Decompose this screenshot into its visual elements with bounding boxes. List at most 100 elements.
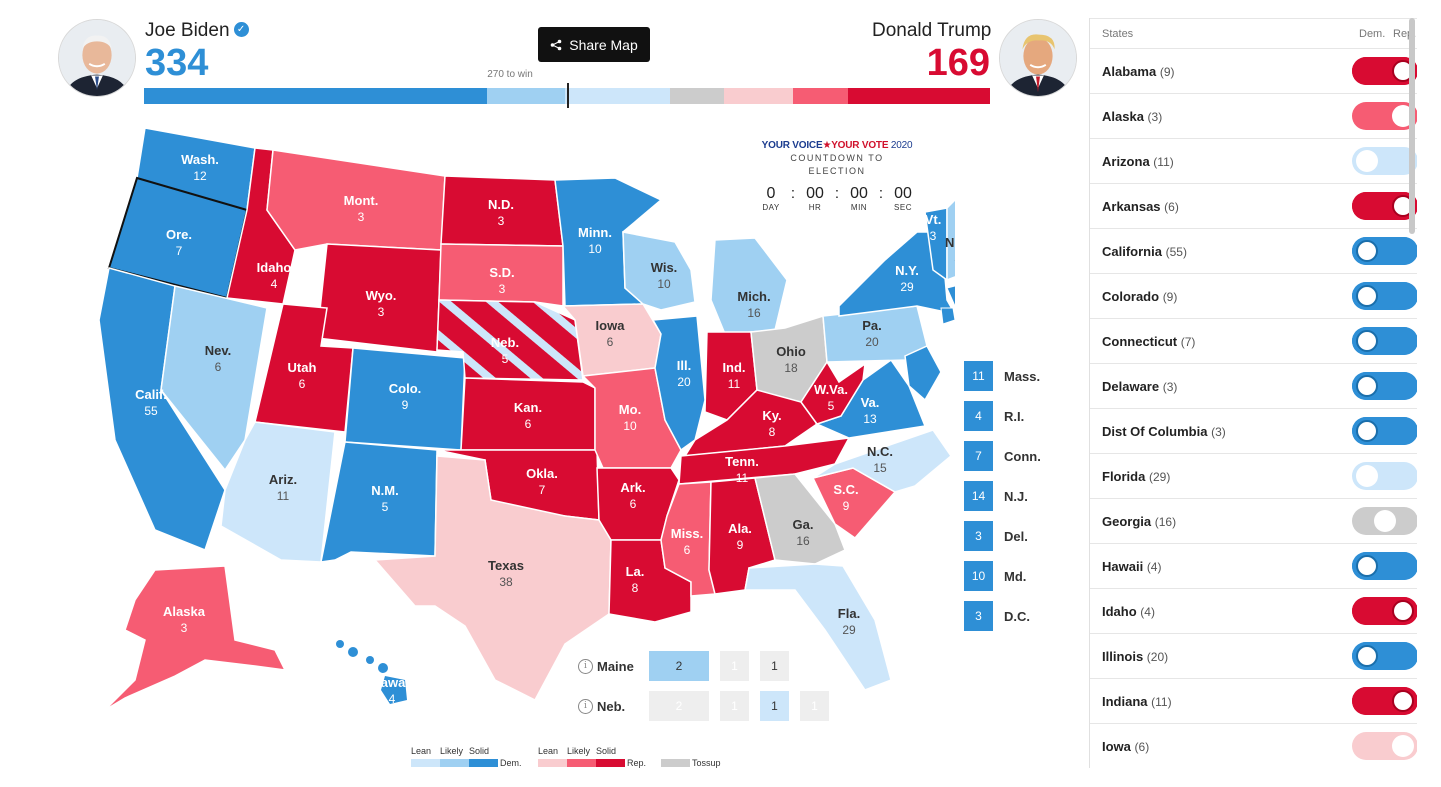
rating-toggle[interactable]: [1352, 642, 1417, 670]
small-state-name: N.J.: [1004, 488, 1028, 504]
toggle-knob[interactable]: [1356, 375, 1378, 397]
small-state-ev[interactable]: 3: [964, 521, 993, 551]
rating-toggle[interactable]: [1352, 372, 1417, 400]
state-label-nc: N.C.: [867, 444, 893, 459]
rating-toggle[interactable]: [1352, 327, 1417, 355]
toggle-knob[interactable]: [1392, 105, 1414, 127]
rating-toggle[interactable]: [1352, 507, 1417, 535]
rating-toggle[interactable]: [1352, 462, 1417, 490]
legend-dem-solid: Solid: [469, 746, 490, 756]
state-row-arizona: Arizona (11): [1090, 139, 1417, 184]
state-mass[interactable]: [946, 278, 955, 307]
state-nh[interactable]: [946, 198, 955, 282]
maine-district-1-box[interactable]: 1: [720, 651, 749, 681]
countdown-brand: YOUR VOICE★YOUR VOTE 2020: [752, 140, 922, 151]
state-ny[interactable]: [838, 231, 955, 317]
state-ev-texas: 38: [499, 575, 513, 589]
neb-district-2-box[interactable]: 1: [760, 691, 789, 721]
small-state-ri[interactable]: 4 R.I.: [964, 401, 1024, 431]
state-wva[interactable]: [800, 360, 866, 425]
toggle-knob[interactable]: [1356, 645, 1378, 667]
small-state-dc[interactable]: 3 D.C.: [964, 601, 1030, 631]
state-ev-nd: 3: [498, 214, 505, 228]
rating-toggle[interactable]: [1352, 192, 1417, 220]
legend-dem-lean: Lean: [411, 746, 432, 756]
small-state-md[interactable]: 10 Md.: [964, 561, 1026, 591]
rating-toggle[interactable]: [1352, 417, 1417, 445]
state-nev[interactable]: [160, 285, 268, 472]
rating-toggle[interactable]: [1352, 237, 1417, 265]
rating-toggle[interactable]: [1352, 282, 1417, 310]
maine-at-large-box[interactable]: 2: [649, 651, 709, 681]
toggle-knob[interactable]: [1356, 555, 1378, 577]
win-threshold-marker: [567, 83, 569, 108]
state-label-kan: Kan.: [514, 400, 542, 415]
state-row-label: Arizona (11): [1102, 154, 1174, 169]
toggle-knob[interactable]: [1392, 600, 1414, 622]
state-hawaii[interactable]: [336, 640, 407, 704]
small-state-conn[interactable]: 7 Conn.: [964, 441, 1041, 471]
rating-toggle[interactable]: [1352, 552, 1417, 580]
sidebar-scrollbar[interactable]: [1409, 18, 1415, 234]
small-state-del[interactable]: 3 Del.: [964, 521, 1028, 551]
small-state-mass[interactable]: 11 Mass.: [964, 361, 1040, 391]
legend-swatch: [567, 759, 596, 767]
maine-district-2-box[interactable]: 1: [760, 651, 789, 681]
state-ev-neb: 5: [502, 352, 509, 366]
trump-avatar: [999, 19, 1077, 97]
countdown-timer: 0 DAY:00 HR:00 MIN:00 SEC: [752, 185, 922, 212]
toggle-knob[interactable]: [1392, 690, 1414, 712]
state-row-label: Alabama (9): [1102, 64, 1175, 79]
rating-toggle[interactable]: [1352, 102, 1417, 130]
small-state-ev[interactable]: 7: [964, 441, 993, 471]
bar-segment-rep-solid: [848, 88, 990, 104]
neb-district-3-box[interactable]: 1: [800, 691, 829, 721]
small-state-ev[interactable]: 3: [964, 601, 993, 631]
neb-district-1-box[interactable]: 1: [720, 691, 749, 721]
toggle-knob[interactable]: [1356, 150, 1378, 172]
state-wis[interactable]: [622, 231, 696, 311]
toggle-knob[interactable]: [1374, 510, 1396, 532]
toggle-knob[interactable]: [1356, 240, 1378, 262]
state-sd[interactable]: [438, 243, 564, 307]
state-ev-mo: 10: [623, 419, 637, 433]
small-state-ev[interactable]: 4: [964, 401, 993, 431]
rating-toggle[interactable]: [1352, 57, 1417, 85]
toggle-knob[interactable]: [1392, 735, 1414, 757]
countdown-title-line2: ELECTION: [808, 166, 866, 176]
neb-at-large-box[interactable]: 2: [649, 691, 709, 721]
state-ev-alaska: 3: [181, 621, 188, 635]
countdown-unit: HR: [808, 203, 822, 212]
info-icon[interactable]: i: [578, 698, 593, 714]
legend-rep: Lean Likely Solid Rep.: [538, 746, 646, 768]
small-state-ev[interactable]: 11: [964, 361, 993, 391]
share-icon: [550, 39, 562, 50]
state-ariz[interactable]: [220, 421, 336, 563]
state-ga[interactable]: [754, 473, 846, 565]
rating-toggle[interactable]: [1352, 732, 1417, 760]
state-nc[interactable]: [812, 429, 953, 493]
state-ev-nev: 6: [215, 360, 222, 374]
state-texas[interactable]: [373, 455, 612, 701]
state-neb[interactable]: [436, 299, 584, 381]
small-state-ev[interactable]: 14: [964, 481, 993, 511]
state-row-dist-of-columbia: Dist Of Columbia (3): [1090, 409, 1417, 454]
share-map-button[interactable]: Share Map: [538, 27, 650, 62]
state-conn-ri[interactable]: [940, 307, 955, 325]
rating-toggle[interactable]: [1352, 147, 1417, 175]
state-nj-md-de[interactable]: [904, 345, 942, 402]
state-row-label: California (55): [1102, 244, 1187, 259]
small-state-nj[interactable]: 14 N.J.: [964, 481, 1028, 511]
rating-toggle[interactable]: [1352, 687, 1417, 715]
toggle-knob[interactable]: [1356, 330, 1378, 352]
state-alaska[interactable]: [104, 565, 287, 711]
rating-toggle[interactable]: [1352, 597, 1417, 625]
state-fla[interactable]: [744, 563, 892, 691]
toggle-knob[interactable]: [1356, 420, 1378, 442]
state-ill[interactable]: [651, 315, 706, 452]
info-icon[interactable]: i: [578, 658, 593, 674]
toggle-knob[interactable]: [1356, 285, 1378, 307]
toggle-knob[interactable]: [1356, 465, 1378, 487]
state-nm[interactable]: [320, 441, 438, 563]
small-state-ev[interactable]: 10: [964, 561, 993, 591]
